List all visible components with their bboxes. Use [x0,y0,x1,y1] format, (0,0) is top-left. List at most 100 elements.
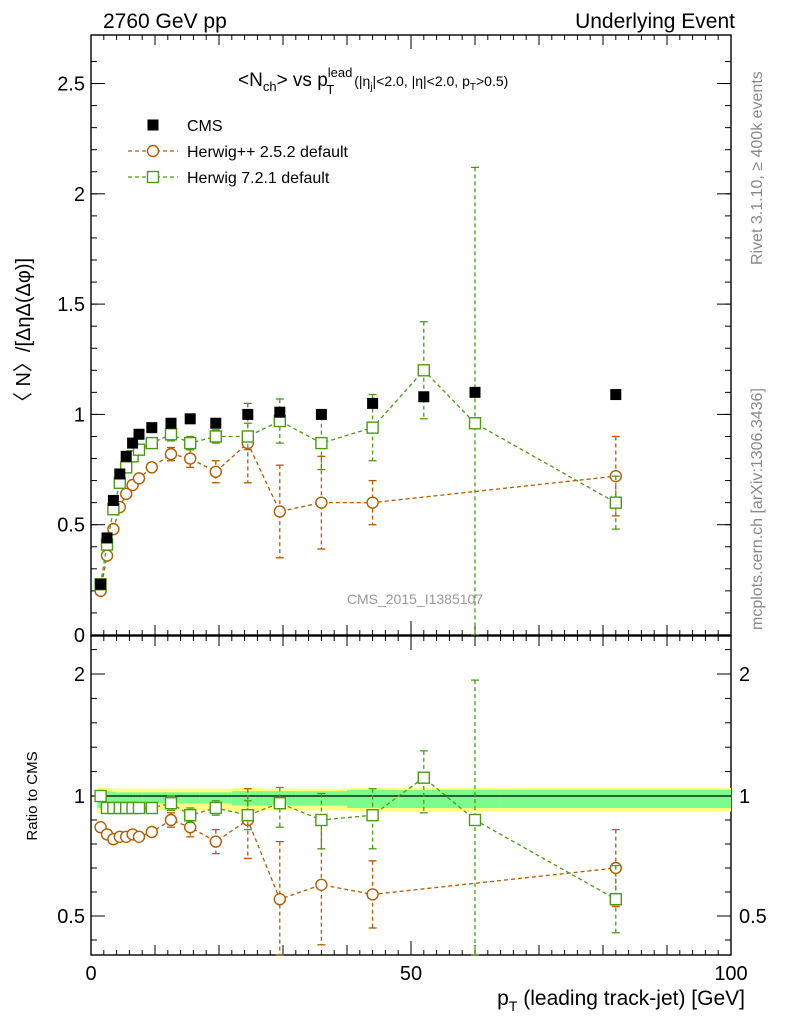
data-point [315,436,328,450]
uncertainty-band-inner [142,792,162,804]
data-point [164,447,178,461]
data-point [146,422,158,434]
data-point [468,813,482,827]
data-point [183,809,197,822]
data-point [120,450,132,462]
uncertainty-band-inner [295,791,347,806]
data-point [366,809,379,822]
uncertainty-band-inner [135,792,143,804]
uncertainty-band-inner [449,789,501,808]
data-point [366,888,379,901]
data-point [95,578,107,590]
y-tick-label: 1.5 [57,294,85,316]
main-plot-title: <Nch> vs plead T (|ηj|<2.0, |η|<2.0, pT>0… [238,65,508,97]
legend: CMS Herwig++ 2.5.2 default Herwig 7.2.1 de… [128,118,349,187]
y-tick-label: 2 [74,664,85,686]
header-left-label: 2760 GeV pp [103,10,227,33]
title-part: T [470,82,476,93]
uncertainty-band-inner [123,792,130,804]
data-point [145,461,159,474]
uncertainty-band-inner [180,792,200,804]
data-point [241,430,255,443]
y-tick-label: 1 [74,786,85,808]
data-point [366,496,379,509]
series-line [99,369,617,585]
xlabel-part: (leading track-jet) [GeV] [517,987,745,1010]
data-point [418,391,430,403]
main-plot-panel: 0 0.5 1 1.5 2 2.5 [57,34,732,647]
y-tick-label-right: 1 [739,786,750,808]
legend-label: CMS [187,118,223,135]
title-part: (|η [350,73,370,89]
data-point [184,413,196,425]
data-point [132,801,146,815]
y-tick-label-right: 0.5 [739,906,767,928]
x-axis-label: pT (leading track-jet) [GeV] [497,987,745,1014]
legend-marker [147,119,159,131]
data-point [609,893,622,906]
xlabel-part: T [509,998,518,1014]
data-point [132,472,146,485]
title-part: j [369,82,372,93]
data-point [94,789,107,803]
title-part: T [326,82,334,97]
data-point [274,406,286,418]
title-part: > vs p [277,70,328,91]
data-point [209,430,223,443]
legend-marker [146,144,160,158]
legend-label: Herwig 7.2.1 default [187,170,330,187]
uncertainty-band-inner [110,791,117,805]
mcplots-label: mcplots.cern.ch [arXiv:1306.3436] [749,388,766,630]
data-point [241,809,255,822]
y-tick-label: 1 [74,404,85,426]
data-point [164,428,178,441]
title-part: |<2.0, |η|<2.0, p [373,73,471,89]
rivet-version-label: Rivet 3.1.10, ≥ 400k events [749,71,766,265]
data-point [183,452,197,465]
data-point [366,421,379,434]
data-point [210,417,222,429]
data-point [119,461,133,474]
data-point [367,397,379,409]
data-point [164,813,178,827]
data-point [183,436,197,450]
data-point [209,835,223,848]
ratio-y-axis-label: Ratio to CMS [24,751,41,840]
data-point [315,813,328,827]
data-point [165,417,177,429]
y-tick-label: 0.5 [57,515,85,537]
title-part: lead [328,65,353,80]
data-point [609,496,622,509]
uncertainty-band-inner [199,792,232,804]
data-point [114,468,126,480]
data-point [209,801,223,815]
uncertainty-band-inner [116,792,123,804]
uncertainty-band-inner [398,789,450,808]
series-line [99,442,616,591]
y-tick-label: 2 [74,184,85,206]
xlabel-part: p [497,987,509,1010]
data-point [610,389,622,401]
y-tick-label: 0 [74,625,85,647]
x-tick-label: 100 [714,963,747,985]
data-point [119,487,133,501]
data-point [469,386,481,398]
data-point [315,878,328,891]
data-point [145,436,159,450]
data-point [417,364,430,377]
legend-label: Herwig++ 2.5.2 default [187,144,349,161]
data-point [132,443,146,456]
data-point [273,505,286,518]
data-point [209,465,223,478]
data-point [127,437,139,449]
uncertainty-band-inner [500,789,731,808]
y-tick-label: 2.5 [57,74,85,96]
data-point [315,496,328,509]
data-point [145,825,159,839]
data-point [164,797,178,810]
data-point [132,830,146,843]
data-point [100,549,114,562]
y-tick-label: 0.5 [57,906,85,928]
main-y-axis-label: 〈 N〉/[ΔηΔ(Δφ)] [13,258,35,412]
